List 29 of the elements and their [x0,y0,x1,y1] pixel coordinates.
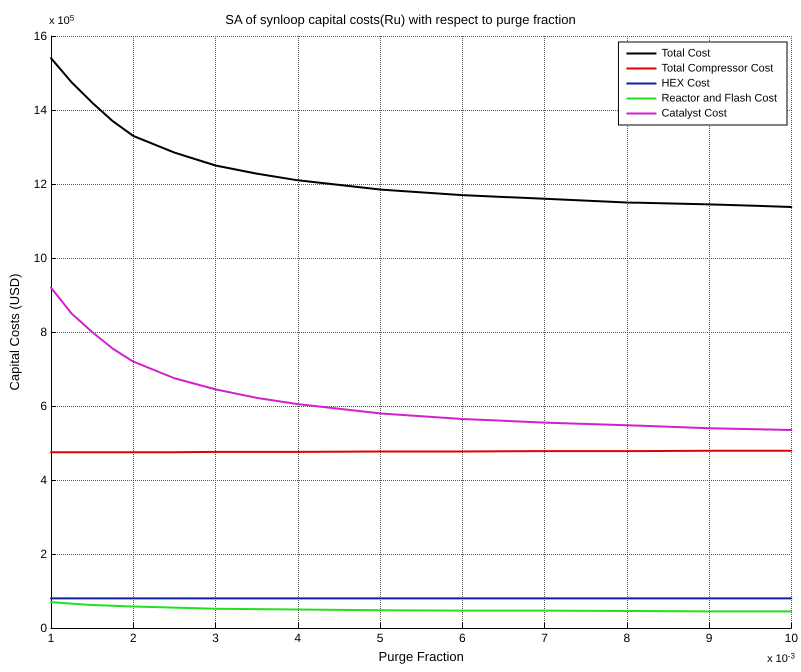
y-tick-label: 12 [34,177,48,191]
x-tick-label: 1 [48,631,55,645]
y-tick-label: 0 [40,621,48,635]
y-tick-label: 16 [34,29,48,43]
x-tick-label: 5 [376,631,384,645]
y-tick-label: 14 [34,103,48,117]
x-axis-title: Purge Fraction [378,649,464,664]
x-tick-label: 8 [623,631,630,645]
x-tick-label: 7 [541,631,548,645]
legend-label: Catalyst Cost [661,108,727,120]
y-tick-label: 6 [40,399,48,413]
x-tick-label: 6 [458,631,466,645]
chart-title: SA of synloop capital costs(Ru) with respect to purge fraction [225,12,576,27]
y-tick-label: 10 [34,251,48,265]
legend-label: Total Cost [661,48,710,60]
x-tick-label: 4 [294,631,302,645]
y-tick-label: 8 [40,325,48,339]
y-tick-label: 2 [40,547,48,561]
x-tick-label: 10 [784,631,798,645]
line-series [50,601,792,612]
y-axis-title: Capital Costs (USD) [7,273,22,391]
legend-label: HEX Cost [661,78,710,90]
legend-label: Reactor and Flash Cost [661,92,778,104]
y-tick-label: 4 [40,473,48,487]
legend-label: Total Compressor Cost [661,62,774,74]
line-series [50,286,792,432]
x-tick-label: 3 [212,631,220,645]
x-tick-label: 2 [130,631,137,645]
x-tick-label: 9 [706,631,713,645]
